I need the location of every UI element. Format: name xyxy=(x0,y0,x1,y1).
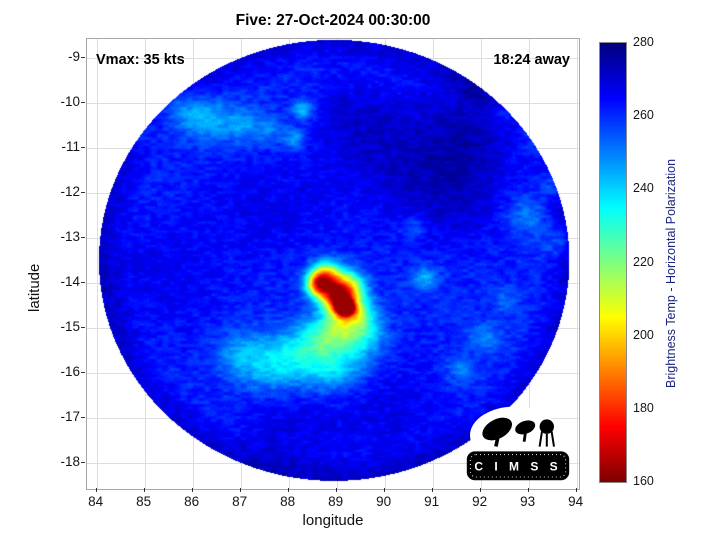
y-tick-mark xyxy=(81,236,85,238)
colorbar-tick-label: 280 xyxy=(633,35,654,49)
y-tick-label: -10 xyxy=(60,93,80,109)
colorbar-tick-label: 220 xyxy=(633,254,654,269)
x-tick-mark xyxy=(431,488,433,492)
x-tick-mark xyxy=(383,488,385,492)
x-tick-mark xyxy=(95,488,97,492)
y-tick-mark xyxy=(81,461,85,463)
x-tick-mark xyxy=(191,488,193,492)
x-tick-label: 90 xyxy=(376,494,392,509)
y-axis-label: latitude xyxy=(26,263,43,312)
x-tick-label: 92 xyxy=(472,494,488,509)
x-tick-label: 85 xyxy=(136,494,152,509)
logo-banner xyxy=(466,451,570,481)
x-tick-mark xyxy=(287,488,289,492)
x-tick-label: 88 xyxy=(280,494,296,509)
x-tick-mark xyxy=(239,488,241,492)
y-tick-mark xyxy=(81,281,85,283)
x-tick-mark xyxy=(527,488,529,492)
y-tick-label: -12 xyxy=(60,183,80,199)
colorbar-tick-label: 200 xyxy=(633,327,654,342)
y-tick-label: -15 xyxy=(60,318,80,334)
y-tick-label: -18 xyxy=(60,453,80,469)
y-tick-mark xyxy=(81,416,85,418)
y-tick-label: -16 xyxy=(60,363,80,379)
y-tick-label: -17 xyxy=(60,408,80,424)
time-away-annotation: 18:24 away xyxy=(493,52,570,68)
y-tick-label: -11 xyxy=(61,138,80,154)
colorbar-tick-label: 260 xyxy=(633,108,654,123)
x-tick-label: 86 xyxy=(184,494,200,509)
vmax-annotation: Vmax: 35 kts xyxy=(96,52,185,68)
y-tick-label: -9 xyxy=(67,48,80,64)
colorbar-tick-label: 160 xyxy=(633,474,654,488)
y-tick-mark xyxy=(81,146,85,148)
colorbar xyxy=(599,42,627,483)
x-tick-label: 89 xyxy=(328,494,344,509)
x-tick-label: 87 xyxy=(232,494,248,509)
x-tick-mark xyxy=(335,488,337,492)
colorbar-tick-label: 240 xyxy=(633,181,654,196)
y-tick-mark xyxy=(81,101,85,103)
x-tick-label: 91 xyxy=(424,494,440,509)
y-tick-label: -13 xyxy=(60,228,80,244)
colorbar-tick-label: 180 xyxy=(633,400,654,415)
x-tick-label: 84 xyxy=(88,494,104,509)
y-tick-mark xyxy=(81,56,85,58)
satellite-dish-icon xyxy=(482,417,536,447)
water-tower-icon xyxy=(538,419,555,447)
cimss-logo: C I M S S xyxy=(466,406,570,481)
y-tick-mark xyxy=(81,191,85,193)
colorbar-label: Brightness Temp - Horizontal Polarizatio… xyxy=(664,158,678,388)
logo-text: C I M S S xyxy=(474,460,561,474)
y-tick-label: -14 xyxy=(60,273,80,289)
x-tick-label: 93 xyxy=(520,494,536,509)
x-axis-label: longitude xyxy=(302,512,364,529)
y-tick-mark xyxy=(81,326,85,328)
x-tick-mark xyxy=(143,488,145,492)
x-tick-mark xyxy=(479,488,481,492)
plot-area: Vmax: 35 kts 18:24 away C I M S S xyxy=(86,38,580,490)
figure-title: Five: 27-Oct-2024 00:30:00 xyxy=(235,12,431,29)
y-tick-mark xyxy=(81,371,85,373)
x-tick-label: 94 xyxy=(568,494,584,509)
x-tick-mark xyxy=(575,488,577,492)
